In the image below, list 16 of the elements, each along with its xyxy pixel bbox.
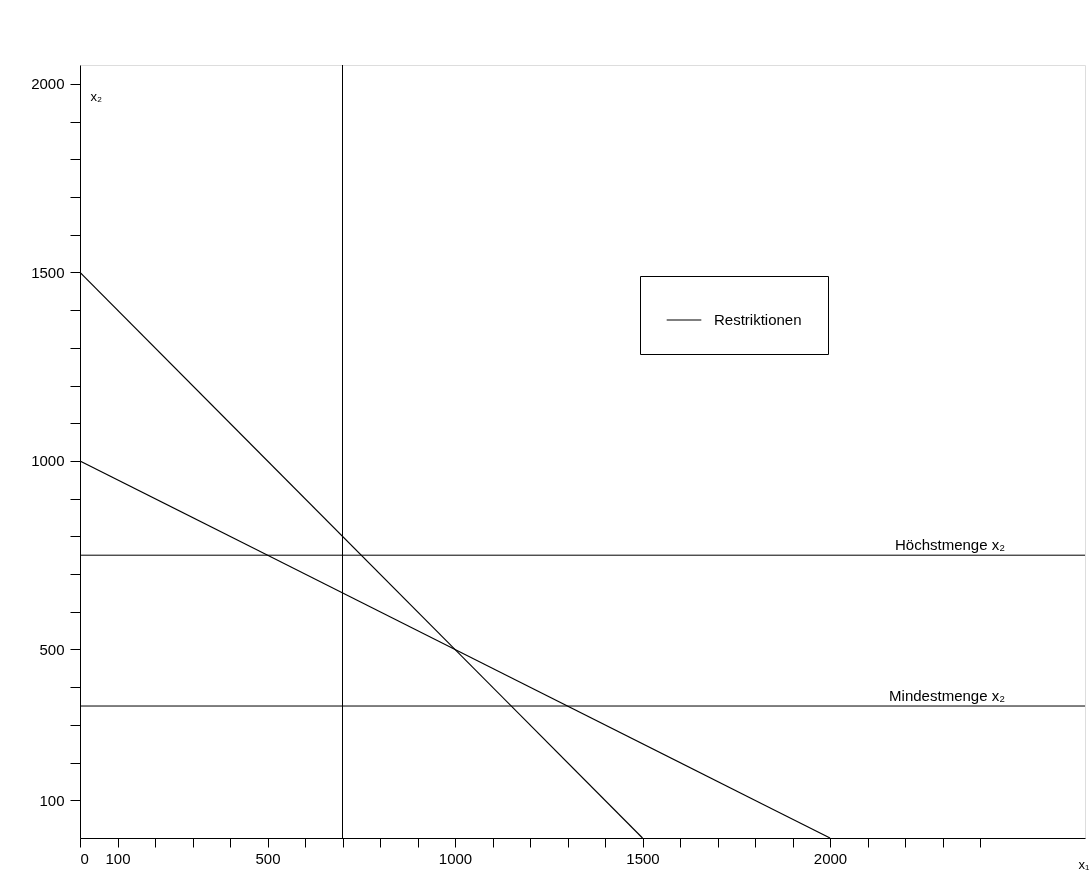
x-tick-label: 2000 [813, 849, 848, 867]
x-tick-label: 0 [80, 849, 89, 867]
legend-label: Restriktionen [714, 311, 802, 328]
y-tick-label: 1000 [31, 452, 65, 470]
y-axis-title: x₂ [90, 88, 103, 104]
x-tick-label: 1500 [626, 849, 660, 867]
x-tick-label: 100 [105, 849, 131, 867]
y-tick-label: 500 [39, 640, 65, 658]
y-tick-label: 2000 [31, 75, 65, 93]
y-tick-label: 100 [39, 791, 65, 809]
ref-line-label: Höchstmenge x₂ [894, 536, 1006, 554]
x-tick-label: 1000 [438, 849, 473, 867]
x-axis-title: x₁ [1078, 856, 1091, 872]
x-tick-label: 500 [255, 849, 281, 867]
ref-line-label: Mindestmenge x₂ [889, 687, 1006, 705]
y-tick-label: 1500 [31, 263, 65, 281]
